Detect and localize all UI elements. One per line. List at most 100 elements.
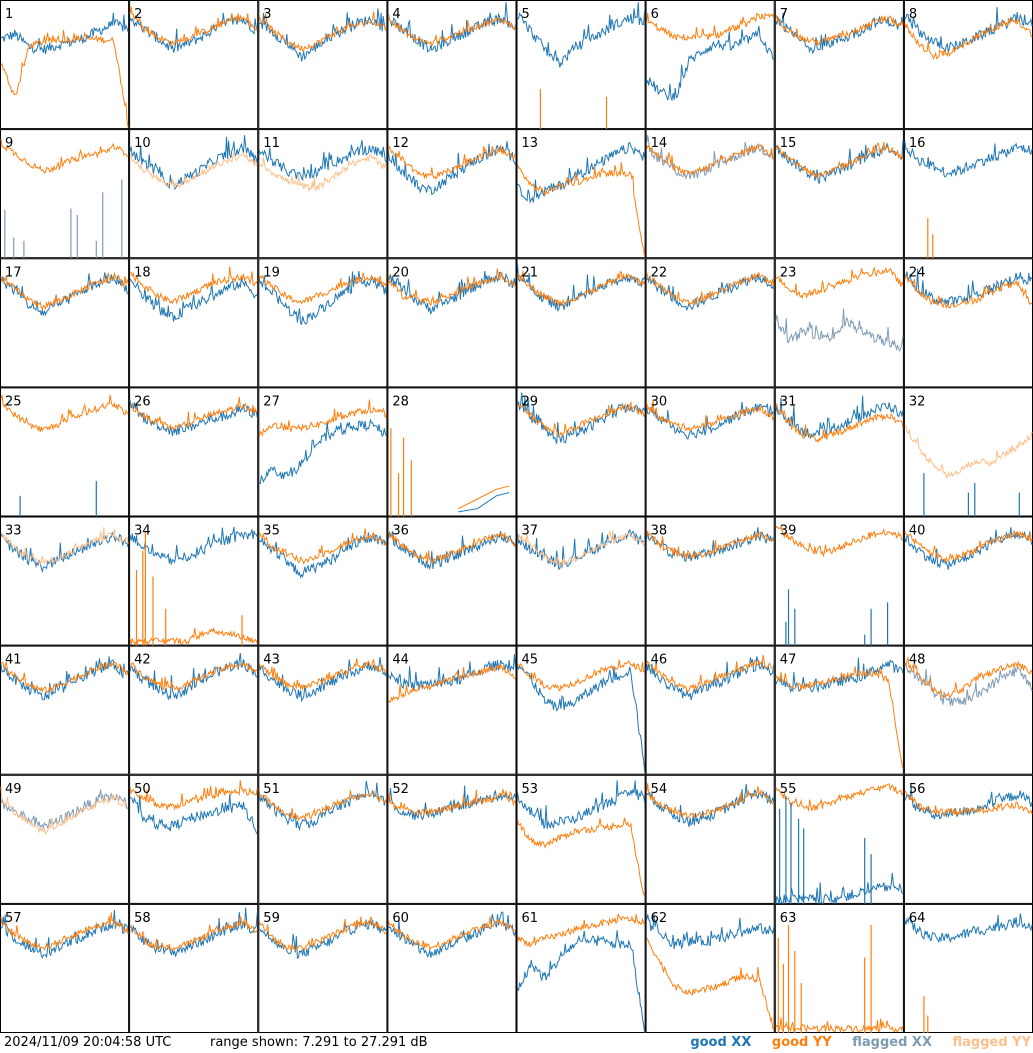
panel-frame-45 — [516, 645, 646, 775]
panel-frame-52 — [387, 774, 517, 904]
panel-frame-14 — [645, 129, 775, 259]
panel-frame-3 — [258, 0, 388, 130]
xx-series-26 — [129, 400, 258, 437]
yy-series-39 — [775, 524, 903, 558]
yy-series-51 — [258, 790, 387, 821]
panel-frame-22 — [645, 258, 775, 388]
panel-label-33: 33 — [5, 524, 22, 539]
panel-label-49: 49 — [5, 782, 22, 797]
panel-frame-51 — [258, 774, 388, 904]
xx-series-56 — [904, 787, 1033, 820]
yy-series-54 — [646, 783, 775, 819]
yy-series-19 — [258, 272, 387, 305]
xx-series-36 — [387, 530, 516, 571]
panel-label-12: 12 — [392, 136, 409, 151]
panel-frame-29 — [516, 387, 646, 517]
panel-label-30: 30 — [651, 394, 668, 409]
panel-label-36: 36 — [392, 524, 409, 539]
yy-series-32 — [904, 424, 1033, 479]
xx-series-7 — [775, 12, 904, 55]
panel-label-14: 14 — [651, 136, 668, 151]
xx-series-1 — [0, 12, 129, 55]
panel-frame-1 — [0, 0, 130, 130]
panel-frame-55 — [774, 774, 904, 904]
yy-series-14 — [646, 143, 775, 176]
yy-series-30 — [646, 399, 775, 433]
panel-label-39: 39 — [780, 524, 797, 539]
xx-series-52 — [387, 785, 516, 821]
yy-series-10 — [130, 151, 258, 191]
panel-label-18: 18 — [134, 265, 151, 280]
panel-label-10: 10 — [134, 136, 151, 151]
xx-series-50 — [129, 794, 258, 835]
panel-label-47: 47 — [780, 653, 797, 668]
yy-series-62 — [646, 937, 775, 1030]
yy-series-63 — [775, 1017, 904, 1033]
panel-label-64: 64 — [909, 911, 926, 926]
yy-series-8 — [904, 17, 1033, 60]
panel-label-44: 44 — [392, 653, 409, 668]
xx-series-64 — [904, 913, 1033, 944]
panel-label-58: 58 — [134, 911, 151, 926]
panel-frame-44 — [387, 645, 517, 775]
panel-frame-57 — [0, 903, 130, 1033]
xx-series-46 — [646, 656, 775, 701]
panel-label-16: 16 — [909, 136, 926, 151]
panel-label-56: 56 — [909, 782, 926, 797]
panel-label-3: 3 — [263, 7, 271, 22]
panel-label-41: 41 — [5, 653, 22, 668]
yy-series-43 — [258, 658, 387, 691]
yy-series-48 — [904, 655, 1033, 699]
yy-series-42 — [129, 662, 258, 691]
panel-label-22: 22 — [651, 265, 668, 280]
xx-series-40 — [904, 527, 1033, 570]
panel-frame-4 — [387, 0, 517, 130]
panel-label-20: 20 — [392, 265, 409, 280]
panel-label-26: 26 — [134, 394, 151, 409]
panel-frame-59 — [258, 903, 388, 1033]
panel-label-48: 48 — [909, 653, 926, 668]
xx-series-57 — [0, 909, 129, 959]
xx-series-29 — [517, 392, 646, 444]
yy-series-20 — [387, 268, 516, 307]
xx-series-16 — [904, 142, 1033, 178]
panel-label-31: 31 — [780, 394, 797, 409]
xx-series-3 — [259, 8, 387, 62]
panel-label-8: 8 — [909, 7, 917, 22]
yy-series-6 — [646, 12, 775, 42]
yy-series-4 — [387, 16, 516, 48]
yy-series-9 — [0, 138, 129, 174]
panel-frame-62 — [645, 903, 775, 1033]
panel-frame-30 — [645, 387, 775, 517]
panel-frame-10 — [129, 129, 259, 259]
yy-series-12 — [387, 145, 516, 180]
panel-frame-46 — [645, 645, 775, 775]
yy-series-40 — [904, 529, 1033, 564]
xx-series-13 — [517, 141, 646, 204]
panel-frame-35 — [258, 516, 388, 646]
yy-series-49 — [0, 786, 129, 835]
yy-series-61 — [517, 913, 646, 948]
panel-frame-41 — [0, 645, 130, 775]
yy-series-37 — [517, 530, 646, 567]
yy-series-18 — [130, 266, 258, 305]
legend: good XX good YY flagged XX flagged YY — [674, 1033, 1031, 1053]
xx-series-8 — [904, 7, 1033, 53]
yy-series-29 — [517, 401, 646, 437]
panel-label-27: 27 — [263, 394, 280, 409]
xx-series-51 — [258, 780, 387, 832]
panel-frame-37 — [516, 516, 646, 646]
panel-frame-13 — [516, 129, 646, 259]
panel-label-7: 7 — [780, 7, 788, 22]
panel-label-15: 15 — [780, 136, 797, 151]
xx-series-19 — [258, 271, 387, 326]
panel-label-52: 52 — [392, 782, 409, 797]
yy-series-7 — [775, 14, 904, 46]
xx-series-4 — [387, 2, 516, 53]
xx-series-55 — [775, 872, 904, 906]
panel-label-43: 43 — [263, 653, 280, 668]
yy-series-22 — [646, 271, 775, 306]
panel-frame-50 — [129, 774, 259, 904]
yy-series-15 — [775, 142, 904, 180]
panel-frame-7 — [774, 0, 904, 130]
